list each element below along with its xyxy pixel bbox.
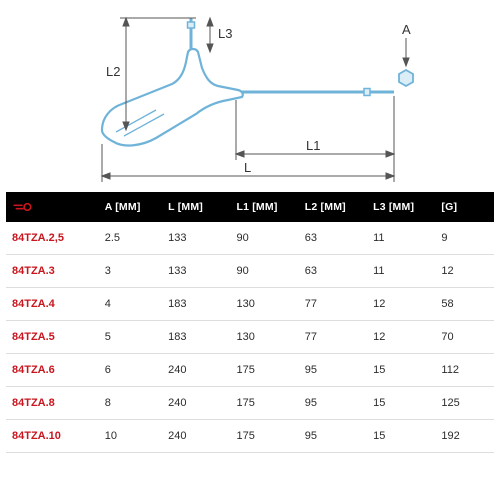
brand-logo-icon <box>12 200 34 214</box>
cell-L1: 130 <box>230 321 298 354</box>
cell-ref: 84TZA.10 <box>6 420 99 453</box>
cell-L: 183 <box>162 321 230 354</box>
cell-ref: 84TZA.3 <box>6 255 99 288</box>
cell-L3: 11 <box>367 255 435 288</box>
table-head: A [MM] L [MM] L1 [MM] L2 [MM] L3 [MM] [G… <box>6 192 494 222</box>
table-row: 84TZA.3 3 133 90 63 11 12 <box>6 255 494 288</box>
cell-L3: 11 <box>367 222 435 255</box>
dim-label-L: L <box>244 160 251 175</box>
dim-label-L3: L3 <box>218 26 232 41</box>
table-row: 84TZA.2,5 2.5 133 90 63 11 9 <box>6 222 494 255</box>
cell-L: 183 <box>162 288 230 321</box>
spec-table: A [MM] L [MM] L1 [MM] L2 [MM] L3 [MM] [G… <box>6 192 494 453</box>
page: L L1 L2 L3 A <box>0 0 500 500</box>
cell-L1: 175 <box>230 354 298 387</box>
header-cell-L2: L2 [MM] <box>299 192 367 222</box>
cell-L2: 77 <box>299 288 367 321</box>
cell-L1: 90 <box>230 255 298 288</box>
header-cell-logo <box>6 192 99 222</box>
cell-L: 133 <box>162 222 230 255</box>
header-cell-L3: L3 [MM] <box>367 192 435 222</box>
header-row: A [MM] L [MM] L1 [MM] L2 [MM] L3 [MM] [G… <box>6 192 494 222</box>
cell-L1: 130 <box>230 288 298 321</box>
cell-L2: 95 <box>299 387 367 420</box>
cell-ref: 84TZA.8 <box>6 387 99 420</box>
cell-A: 6 <box>99 354 162 387</box>
dim-label-L1: L1 <box>306 138 320 153</box>
header-cell-A: A [MM] <box>99 192 162 222</box>
cell-L3: 15 <box>367 420 435 453</box>
cell-L2: 77 <box>299 321 367 354</box>
cell-ref: 84TZA.5 <box>6 321 99 354</box>
table-row: 84TZA.5 5 183 130 77 12 70 <box>6 321 494 354</box>
dim-label-L2: L2 <box>106 64 120 79</box>
cell-L: 240 <box>162 354 230 387</box>
cell-L2: 63 <box>299 255 367 288</box>
cell-L1: 90 <box>230 222 298 255</box>
cell-A: 8 <box>99 387 162 420</box>
cell-L3: 12 <box>367 321 435 354</box>
cell-G: 9 <box>435 222 494 255</box>
cell-G: 70 <box>435 321 494 354</box>
table-row: 84TZA.4 4 183 130 77 12 58 <box>6 288 494 321</box>
cell-G: 12 <box>435 255 494 288</box>
table-row: 84TZA.10 10 240 175 95 15 192 <box>6 420 494 453</box>
header-cell-L1: L1 [MM] <box>230 192 298 222</box>
cell-L: 133 <box>162 255 230 288</box>
table-row: 84TZA.8 8 240 175 95 15 125 <box>6 387 494 420</box>
cell-A: 4 <box>99 288 162 321</box>
cell-L: 240 <box>162 387 230 420</box>
cell-ref: 84TZA.2,5 <box>6 222 99 255</box>
cell-A: 3 <box>99 255 162 288</box>
cell-G: 58 <box>435 288 494 321</box>
cell-A: 10 <box>99 420 162 453</box>
table-row: 84TZA.6 6 240 175 95 15 112 <box>6 354 494 387</box>
cell-L1: 175 <box>230 387 298 420</box>
header-cell-L: L [MM] <box>162 192 230 222</box>
cell-L: 240 <box>162 420 230 453</box>
cell-L3: 15 <box>367 354 435 387</box>
cell-A: 2.5 <box>99 222 162 255</box>
cell-L3: 12 <box>367 288 435 321</box>
cell-A: 5 <box>99 321 162 354</box>
cell-ref: 84TZA.6 <box>6 354 99 387</box>
cell-L2: 95 <box>299 420 367 453</box>
dimension-diagram: L L1 L2 L3 A <box>6 0 494 192</box>
cell-ref: 84TZA.4 <box>6 288 99 321</box>
cell-L1: 175 <box>230 420 298 453</box>
table-body: 84TZA.2,5 2.5 133 90 63 11 9 84TZA.3 3 1… <box>6 222 494 453</box>
cell-L2: 95 <box>299 354 367 387</box>
cell-L3: 15 <box>367 387 435 420</box>
cell-G: 112 <box>435 354 494 387</box>
dim-label-A: A <box>402 22 411 37</box>
header-cell-G: [G] <box>435 192 494 222</box>
cell-G: 125 <box>435 387 494 420</box>
tool-diagram-svg: L L1 L2 L3 A <box>6 0 494 192</box>
cell-G: 192 <box>435 420 494 453</box>
cell-L2: 63 <box>299 222 367 255</box>
